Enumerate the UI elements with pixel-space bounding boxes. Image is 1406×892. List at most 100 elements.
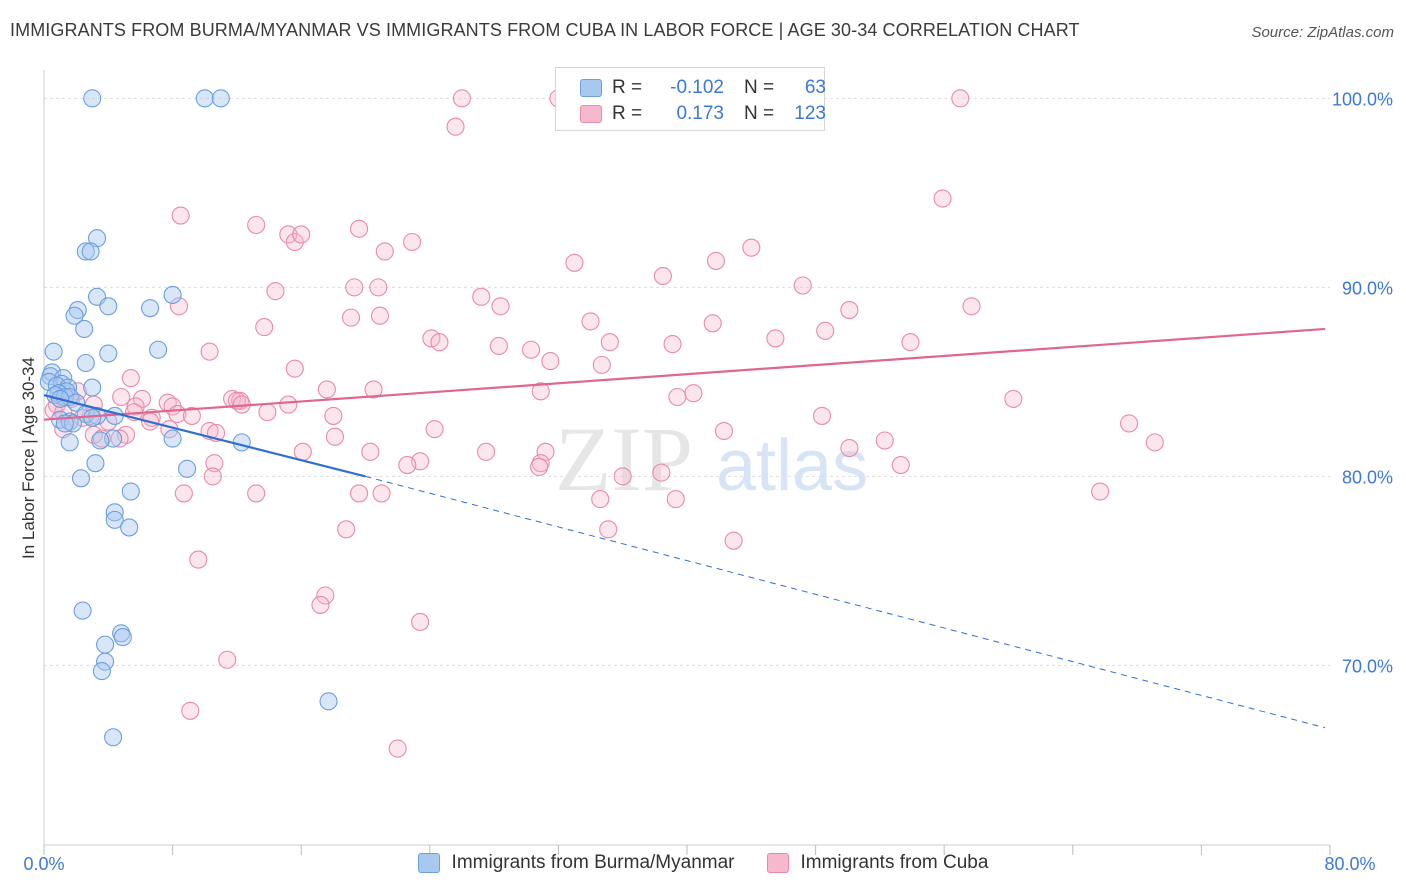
cuba-point (293, 442, 312, 461)
legend-label-burma: Immigrants from Burma/Myanmar (451, 852, 735, 873)
burma-point (105, 510, 124, 529)
cuba-point (541, 352, 560, 371)
cuba-point (592, 355, 611, 374)
burma-point (83, 378, 102, 397)
legend-n-label: N = (743, 103, 775, 124)
cuba-point (279, 225, 298, 244)
cuba-point (1091, 482, 1110, 501)
cuba-point (425, 420, 444, 439)
gridlines (44, 97, 1330, 666)
cuba-point (110, 429, 129, 448)
cuba-point (247, 484, 266, 503)
cuba-point (706, 251, 725, 270)
tick-labels: 70.0% 80.0% 90.0% 100.0% 0.0% 80.0% (23, 89, 1393, 874)
burma-point (141, 299, 160, 318)
cuba-point (171, 206, 190, 225)
source-label: Source: ZipAtlas.com (1251, 24, 1394, 41)
legend-swatch-cuba (580, 105, 602, 123)
watermark-atlas: atlas (716, 426, 868, 506)
legend-n-value-cuba: 123 (794, 103, 826, 124)
cuba-point (531, 382, 550, 401)
burma-point (121, 482, 140, 501)
cuba-point (591, 490, 610, 509)
cuba-point (182, 406, 201, 425)
burma-point (81, 242, 100, 261)
cuba-point (174, 484, 193, 503)
cuba-point (600, 333, 619, 352)
cuba-point (266, 282, 285, 301)
burma-point (178, 459, 197, 478)
cuba-point (962, 297, 981, 316)
x-tick-label: 0.0% (23, 854, 64, 874)
cuba-point (189, 550, 208, 569)
y-tick-label: 100.0% (1332, 89, 1393, 109)
burma-point (195, 89, 214, 108)
cuba-point (714, 421, 734, 441)
burma-point (60, 433, 79, 452)
cuba-point (951, 89, 970, 108)
cuba-point (247, 215, 266, 235)
cuba-point (372, 484, 391, 503)
cuba-point (279, 395, 298, 414)
cuba-point (411, 612, 430, 632)
y-axis-label: In Labor Force | Age 30-34 (19, 357, 38, 559)
legend-n-label: N = (743, 77, 775, 98)
cuba-point (724, 531, 743, 550)
cuba-point (181, 701, 200, 720)
cuba-point (703, 314, 722, 333)
cuba-point (403, 232, 422, 252)
cuba-point (317, 380, 336, 399)
cuba-point (477, 442, 496, 461)
burma-point (68, 301, 87, 320)
cuba-point (652, 463, 671, 482)
cuba-point (337, 520, 356, 539)
legend-swatch-cuba (766, 853, 789, 873)
y-tick-label: 80.0% (1342, 467, 1393, 487)
legend-swatch-burma (417, 853, 440, 873)
burma-point (105, 503, 124, 522)
cuba-point (1004, 389, 1023, 408)
y-tick-label: 70.0% (1342, 656, 1393, 676)
cuba-point (840, 301, 859, 320)
legend-item-cuba[interactable]: Immigrants from Cuba (766, 852, 989, 874)
cuba-point (742, 238, 761, 257)
burma-point (163, 285, 182, 304)
axes (43, 70, 1331, 855)
x-tick-label: 80.0% (1324, 854, 1375, 874)
cuba-point (901, 333, 920, 352)
legend-label-cuba: Immigrants from Cuba (800, 852, 989, 873)
cuba-point (369, 278, 388, 297)
cuba-point (112, 387, 131, 407)
cuba-point (133, 389, 152, 408)
cuba-point (255, 318, 274, 337)
burma-point (71, 469, 91, 488)
burma-point (76, 242, 95, 261)
cuba-point (530, 457, 549, 477)
burma-point (44, 342, 63, 361)
cuba-point (388, 739, 407, 758)
cuba-point (613, 467, 632, 486)
cuba-point (361, 442, 380, 461)
legend-r-value-burma: -0.102 (670, 77, 724, 98)
burma-point (96, 652, 115, 671)
burma-point (232, 433, 251, 452)
cuba-point (581, 312, 600, 331)
cuba-point (169, 297, 189, 316)
burma-point (120, 518, 139, 537)
burma-point (113, 628, 132, 647)
cuba-point (653, 266, 672, 286)
cuba-point (793, 276, 812, 295)
burma-point (91, 431, 110, 450)
cuba-point (816, 321, 835, 340)
burma-trend-line (43, 394, 366, 478)
legend-r-label: R = (612, 103, 643, 124)
burma-point (75, 319, 94, 339)
cuba-point (341, 308, 361, 327)
cuba-point (205, 454, 224, 473)
correlation-legend: R = -0.102 N = 63 R = 0.173 N = 123 (555, 67, 826, 131)
legend-item-burma[interactable]: Immigrants from Burma/Myanmar (417, 852, 735, 874)
cuba-point (285, 359, 304, 378)
burma-point (163, 429, 182, 448)
cuba-point (350, 219, 369, 238)
